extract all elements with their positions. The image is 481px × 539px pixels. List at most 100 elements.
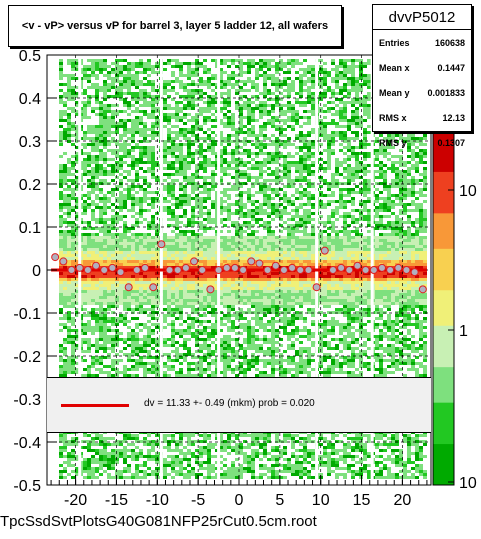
heatmap-cell	[207, 362, 211, 365]
heatmap-cell	[231, 371, 235, 374]
heatmap-cell	[227, 467, 231, 470]
heatmap-cell	[151, 338, 155, 341]
heatmap-cell	[235, 224, 239, 227]
heatmap-cell	[95, 458, 99, 461]
heatmap-cell	[147, 209, 151, 212]
heatmap-cell	[147, 158, 151, 161]
heatmap-cell	[187, 68, 191, 71]
heatmap-cell	[235, 254, 239, 257]
heatmap-cell	[143, 170, 147, 173]
heatmap-cell	[95, 272, 99, 275]
heatmap-cell	[143, 290, 147, 293]
heatmap-cell	[215, 242, 219, 245]
heatmap-cell	[155, 287, 159, 290]
heatmap-cell	[67, 134, 71, 137]
heatmap-cell	[99, 317, 103, 320]
heatmap-cell	[171, 272, 175, 275]
heatmap-cell	[83, 173, 87, 176]
heatmap-cell	[171, 329, 175, 332]
heatmap-cell	[115, 287, 119, 290]
heatmap-cell	[99, 236, 103, 239]
heatmap-cell	[207, 437, 211, 440]
heatmap-cell	[243, 221, 247, 224]
heatmap-cell	[71, 182, 75, 185]
heatmap-cell	[251, 464, 255, 467]
heatmap-cell	[147, 233, 151, 236]
heatmap-cell	[59, 218, 63, 221]
heatmap-cell	[231, 308, 235, 311]
heatmap-cell	[211, 257, 215, 260]
heatmap-cell	[255, 329, 259, 332]
heatmap-cell	[247, 242, 251, 245]
heatmap-cell	[147, 356, 151, 359]
heatmap-cell	[123, 374, 127, 377]
heatmap-cell	[191, 224, 195, 227]
heatmap-cell	[215, 197, 219, 200]
heatmap-cell	[59, 476, 63, 479]
heatmap-cell	[111, 215, 115, 218]
heatmap-cell	[203, 308, 207, 311]
heatmap-cell	[151, 236, 155, 239]
heatmap-cell	[231, 239, 235, 242]
heatmap-cell	[215, 257, 219, 260]
heatmap-cell	[243, 254, 247, 257]
heatmap-cell	[123, 272, 127, 275]
heatmap-cell	[215, 338, 219, 341]
heatmap-cell	[147, 227, 151, 230]
heatmap-cell	[171, 197, 175, 200]
heatmap-cell	[243, 212, 247, 215]
heatmap-cell	[143, 284, 147, 287]
heatmap-cell	[175, 329, 179, 332]
heatmap-cell	[183, 293, 187, 296]
heatmap-cell	[147, 257, 151, 260]
heatmap-cell	[235, 257, 239, 260]
heatmap-cell	[99, 266, 103, 269]
heatmap-cell	[67, 203, 71, 206]
heatmap-cell	[191, 119, 195, 122]
heatmap-cell	[115, 125, 119, 128]
heatmap-cell	[67, 170, 71, 173]
heatmap-cell	[107, 284, 111, 287]
heatmap-cell	[123, 74, 127, 77]
heatmap-cell	[191, 236, 195, 239]
heatmap-cell	[71, 134, 75, 137]
heatmap-cell	[211, 143, 215, 146]
heatmap-cell	[175, 146, 179, 149]
heatmap-cell	[207, 470, 211, 473]
heatmap-cell	[219, 182, 223, 185]
heatmap-cell	[259, 110, 263, 113]
heatmap-cell	[235, 437, 239, 440]
heatmap-cell	[95, 356, 99, 359]
heatmap-cell	[199, 281, 203, 284]
heatmap-cell	[83, 440, 87, 443]
heatmap-cell	[171, 311, 175, 314]
heatmap-cell	[99, 359, 103, 362]
heatmap-cell	[155, 95, 159, 98]
heatmap-cell	[239, 287, 243, 290]
heatmap-cell	[203, 92, 207, 95]
heatmap-cell	[115, 344, 119, 347]
heatmap-cell	[179, 302, 183, 305]
heatmap-cell	[191, 131, 195, 134]
heatmap-cell	[143, 197, 147, 200]
heatmap-cell	[103, 179, 107, 182]
heatmap-cell	[219, 257, 223, 260]
heatmap-cell	[179, 353, 183, 356]
heatmap-cell	[255, 89, 259, 92]
heatmap-cell	[111, 218, 115, 221]
heatmap-cell	[91, 95, 95, 98]
heatmap-cell	[199, 365, 203, 368]
heatmap-cell	[219, 287, 223, 290]
heatmap-cell	[223, 224, 227, 227]
heatmap-cell	[59, 344, 63, 347]
heatmap-cell	[119, 86, 123, 89]
heatmap-cell	[103, 263, 107, 266]
heatmap-cell	[219, 449, 223, 452]
heatmap-cell	[223, 116, 227, 119]
heatmap-cell	[87, 161, 91, 164]
heatmap-cell	[59, 293, 63, 296]
heatmap-cell	[59, 191, 63, 194]
heatmap-cell	[219, 161, 223, 164]
heatmap-cell	[67, 284, 71, 287]
heatmap-cell	[183, 230, 187, 233]
